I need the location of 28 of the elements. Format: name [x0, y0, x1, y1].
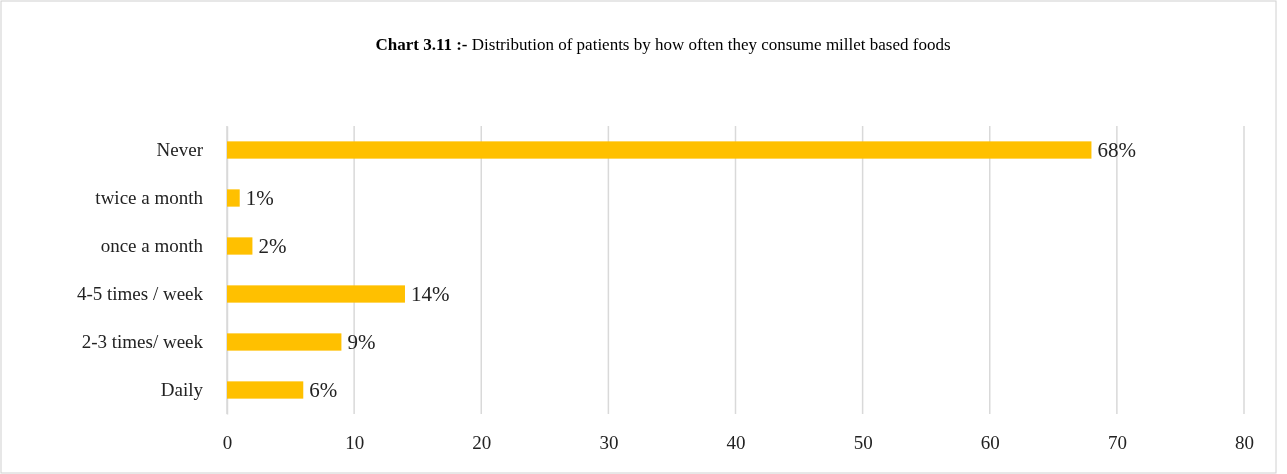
data-label: 9% [347, 330, 376, 355]
bar [227, 333, 342, 351]
bar [227, 237, 253, 255]
x-tick-label: 30 [599, 432, 619, 454]
x-tick-label: 80 [1235, 432, 1254, 454]
chart-title: Chart 3.11 :- Distribution of patients by how often they consume millet based foods [375, 35, 951, 54]
bar [227, 381, 304, 399]
y-tick-label: twice a month [95, 187, 204, 209]
x-tick-label: 50 [853, 432, 873, 454]
data-label: 14% [410, 282, 450, 307]
data-label: 6% [309, 378, 338, 403]
y-tick-label: Daily [160, 379, 204, 401]
x-tick-label: 0 [222, 432, 233, 454]
x-tick-label: 70 [1107, 432, 1127, 454]
bar [227, 189, 240, 207]
data-label: 2% [258, 234, 287, 259]
bar [227, 285, 405, 303]
x-tick-label: 10 [345, 432, 365, 454]
bar [227, 141, 1092, 159]
x-tick-label: 40 [726, 432, 746, 454]
y-tick-label: Never [156, 139, 204, 161]
y-tick-label: once a month [100, 235, 204, 257]
data-label: 68% [1097, 138, 1136, 163]
y-tick-label: 4-5 times / week [76, 283, 204, 305]
x-tick-label: 20 [472, 432, 492, 454]
y-tick-label: 2-3 times/ week [81, 331, 204, 353]
x-tick-label: 60 [980, 432, 1000, 454]
data-label: 1% [245, 186, 274, 211]
